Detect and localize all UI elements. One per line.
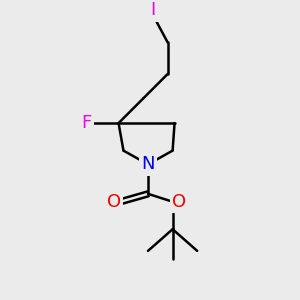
Text: N: N: [141, 155, 155, 173]
Text: I: I: [150, 1, 156, 19]
Text: F: F: [81, 114, 91, 132]
Text: O: O: [172, 193, 187, 211]
Text: O: O: [106, 193, 121, 211]
